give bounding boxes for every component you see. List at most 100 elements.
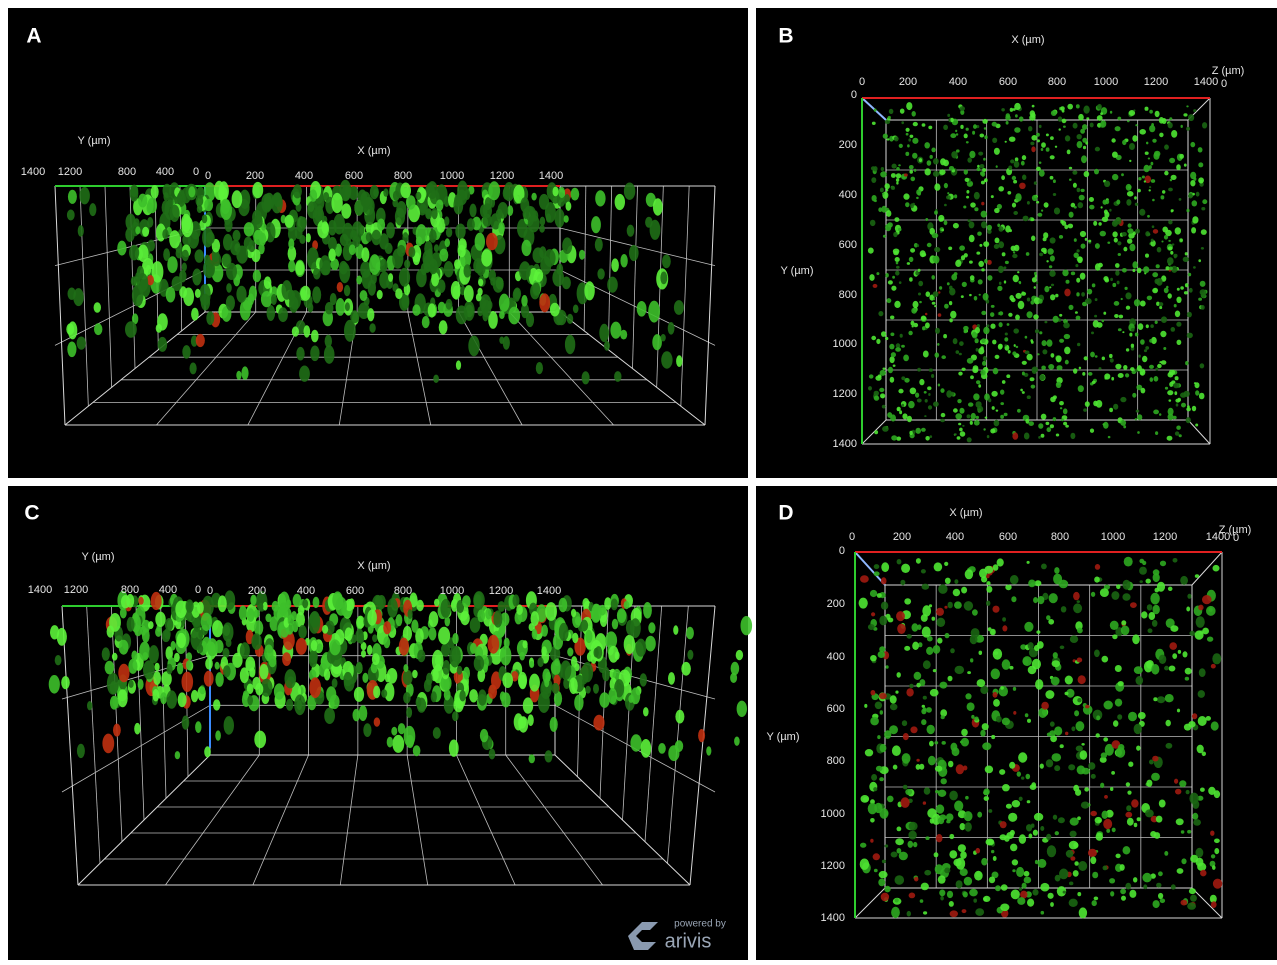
cell [503,336,510,350]
cell [1126,184,1132,191]
cell [927,808,936,818]
cell [920,899,924,903]
cell [565,335,575,354]
cell [1027,298,1030,302]
cell [253,230,263,245]
cell [1195,424,1198,427]
cell [1054,208,1060,215]
cell [983,788,989,795]
cell [1036,630,1040,633]
cell [1171,884,1176,889]
cell [1168,220,1172,224]
cell [1174,391,1177,395]
cell [241,366,248,379]
cell [1114,301,1120,306]
cell [921,569,926,573]
cell [965,796,969,800]
cell [585,686,591,694]
cell [1212,865,1216,870]
cell [258,603,263,611]
cell [951,743,958,752]
cell [927,386,931,390]
cell [404,260,410,269]
cell [1055,146,1057,148]
cell [673,625,678,635]
cell [668,322,675,335]
cell [212,620,223,637]
cell [377,290,383,299]
cell [1004,280,1006,283]
cell [254,214,263,228]
cell [1116,584,1120,589]
cell [121,595,130,608]
cell [987,260,992,265]
cell [597,268,604,279]
cell [991,195,994,198]
cell [881,562,889,572]
cell [1036,282,1038,285]
cell [916,197,919,199]
cell [329,249,336,262]
cell [972,609,978,615]
cell [1075,264,1078,267]
cell [594,648,599,658]
cell [182,716,190,730]
cell [993,606,1000,613]
cell [991,391,997,397]
cell [981,202,984,206]
cell [934,211,938,215]
cell [1080,273,1086,280]
cell [1164,851,1168,856]
cell [893,251,898,255]
cell [1132,634,1140,644]
cell [931,275,935,280]
cell [966,190,969,194]
cell [893,365,896,367]
cell [960,431,966,436]
cell [921,719,926,725]
cell [413,745,421,756]
cell [1156,278,1162,286]
cell [1151,773,1160,781]
cell [391,727,397,736]
cell [155,612,165,627]
cell [383,621,391,634]
cell [1198,147,1203,152]
cell [940,231,942,233]
cell [1118,681,1124,686]
cell [675,740,683,752]
cell [983,327,989,335]
cell [1170,179,1172,182]
cell [1145,107,1149,111]
cell [350,230,357,241]
cell [888,367,893,373]
cell [938,291,940,293]
cell [1013,328,1019,333]
cell [1188,114,1194,121]
cell [529,754,535,763]
cell [1034,286,1036,289]
cell [1012,800,1020,807]
cell [1127,239,1132,244]
panel-letter: D [778,502,793,525]
cell [1053,395,1057,399]
cell [905,789,912,795]
cell [1141,388,1146,394]
cell [1145,254,1149,258]
cell [890,356,895,363]
cell [332,678,338,688]
cell [1155,368,1158,371]
cell [129,245,139,261]
cell [395,208,405,226]
cell [387,737,393,748]
cell [949,901,954,907]
y-tick-label: 200 [827,598,845,610]
cell [1157,696,1165,703]
cell [1096,400,1103,408]
cell [1090,857,1096,865]
cell [885,183,890,189]
cell [1152,225,1155,228]
cell [872,195,877,201]
cell [1151,179,1155,183]
cell [73,288,84,306]
